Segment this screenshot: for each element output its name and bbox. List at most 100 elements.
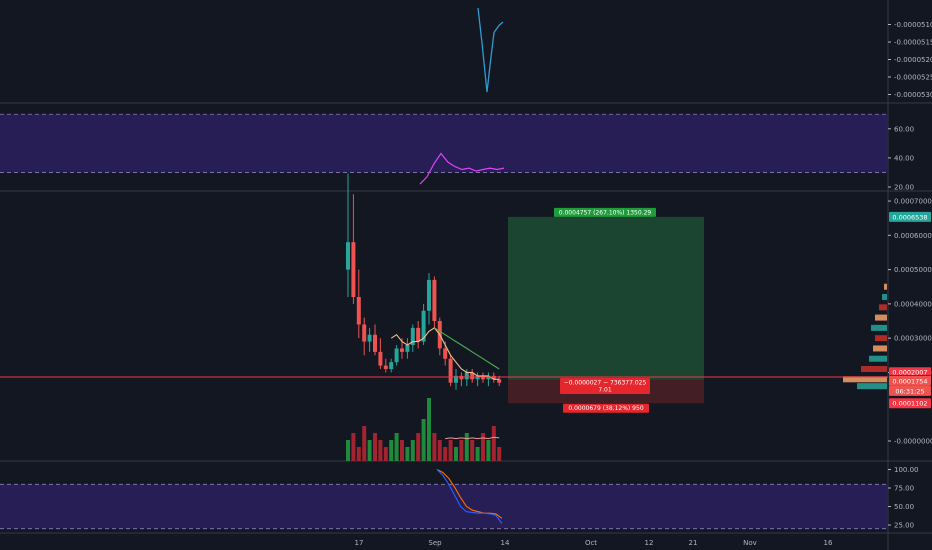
candle-body [432, 279, 437, 322]
candle-body [346, 242, 350, 270]
volume-profile-bar [879, 304, 887, 311]
candle-body [394, 348, 399, 363]
price-axis-pill-label: 0.0002007 [892, 369, 927, 377]
rsi-line [419, 152, 505, 185]
stoch-tick-label: 75.00 [894, 485, 914, 493]
position-annotations: 0.0004757 (267.10%) 1350.29 −0.0000027 ∼ … [0, 207, 888, 413]
rsi-band [0, 114, 888, 173]
price-tick-label: 0.0006000 [894, 232, 932, 240]
time-tick-label: 17 [355, 539, 364, 547]
price-tick-label: 0.0007000 [894, 198, 932, 206]
profit-zone [508, 216, 704, 380]
candle-body [362, 324, 367, 342]
candle-body [459, 375, 464, 380]
ma-fast-line [390, 327, 500, 380]
candle-body [497, 379, 502, 383]
volume-bar [416, 433, 421, 461]
countdown-pill [889, 385, 931, 396]
top-pane-tick-label: -0.0000515 [894, 39, 932, 47]
volume-bar [405, 447, 410, 461]
candle-body [443, 348, 448, 359]
volume-profile-bar [875, 314, 887, 321]
volume-bar [486, 440, 491, 461]
volume-bar [427, 398, 431, 461]
candle-body [486, 375, 491, 380]
volume-profile-bar [861, 366, 887, 373]
time-tick-label: 14 [501, 539, 510, 547]
volume-bar [346, 440, 350, 461]
candle-body [427, 279, 431, 311]
candle-body [383, 365, 388, 370]
candle-body [405, 345, 410, 352]
candle-body [389, 362, 394, 370]
volume-bar [475, 447, 480, 461]
stoch-tick-label: 50.00 [894, 503, 914, 511]
volume-profile-bar [873, 345, 887, 352]
time-tick-label: Nov [743, 539, 757, 547]
volume-bar [383, 447, 388, 461]
top-pane-tick-label: -0.0000510 [894, 21, 932, 29]
price-tick-label: 0.0005000 [894, 266, 932, 274]
volume-bar [443, 447, 448, 461]
volume-profile-bar [843, 376, 887, 383]
price-tick-label: 0.0004000 [894, 300, 932, 308]
rsi-tick-label: 60.00 [894, 125, 914, 133]
volume-bar [362, 426, 367, 461]
volume-bar [389, 440, 394, 461]
volume-bar [437, 440, 442, 461]
countdown-label: 06:31:25 [895, 387, 924, 395]
stop-label: 0.0000679 (38.12%) 950 [568, 405, 643, 412]
candle-body [481, 375, 485, 380]
candle-body [378, 351, 383, 366]
price-axis-pill-label: 0.0001102 [892, 400, 927, 408]
volume-profile-bar [882, 294, 887, 301]
candle-body [416, 327, 421, 342]
candle-body [356, 297, 361, 325]
stoch-tick-label: 100.00 [894, 466, 919, 474]
time-tick-label: Sep [428, 539, 442, 547]
time-tick-label: 16 [824, 539, 833, 547]
top-pane-tick-label: -0.0000520 [894, 56, 932, 64]
volume-bar [400, 440, 404, 461]
volume-bar [356, 447, 361, 461]
volume-bar [481, 433, 485, 461]
volume-bar [470, 440, 475, 461]
axis-ticks: -0.0000510 -0.0000515 -0.0000520 -0.0000525… [355, 21, 932, 547]
volume-profile-bar [871, 324, 887, 331]
status-label-line-1: −0.0000027 ∼ 736377.025 [564, 379, 647, 386]
target-label: 0.0004757 (267.10%) 1350.29 [559, 210, 652, 217]
top-pane-tick-label: -0.0000530 [894, 91, 932, 99]
candle-body [400, 348, 404, 352]
volume-ma-line [445, 436, 500, 440]
volume-bar [459, 440, 464, 461]
price-tick-label: 0.0003000 [894, 335, 932, 343]
status-label-box [560, 377, 650, 394]
candle-body [475, 375, 480, 380]
volume-profile-bar [857, 383, 887, 390]
price-axis-pill [889, 211, 931, 222]
volume-bar [448, 440, 453, 461]
volume-bar [373, 433, 377, 461]
volume-bar [432, 433, 437, 461]
volume-bar [421, 419, 426, 461]
rsi-tick-label: 20.00 [894, 184, 914, 192]
candle-body [464, 372, 469, 380]
price-tick-label: -0.0000000 [894, 438, 932, 446]
time-tick-label: Oct [585, 539, 597, 547]
status-label-line-2: 7.01 [598, 386, 612, 393]
price-axis-pill [889, 367, 931, 378]
time-tick-label: 12 [645, 539, 654, 547]
volume-profile-bar [875, 335, 887, 342]
price-axis-pill [889, 375, 931, 386]
stoch-d-line [436, 469, 503, 519]
volume-bar [394, 433, 399, 461]
target-label-box [554, 207, 656, 217]
time-tick-label: 21 [689, 539, 698, 547]
volume-bar [351, 433, 356, 461]
volume-bar [378, 440, 383, 461]
candle-body [410, 327, 415, 346]
volume-bar [454, 447, 458, 461]
candle-body [373, 334, 377, 352]
volume-profile-bar [884, 283, 887, 290]
